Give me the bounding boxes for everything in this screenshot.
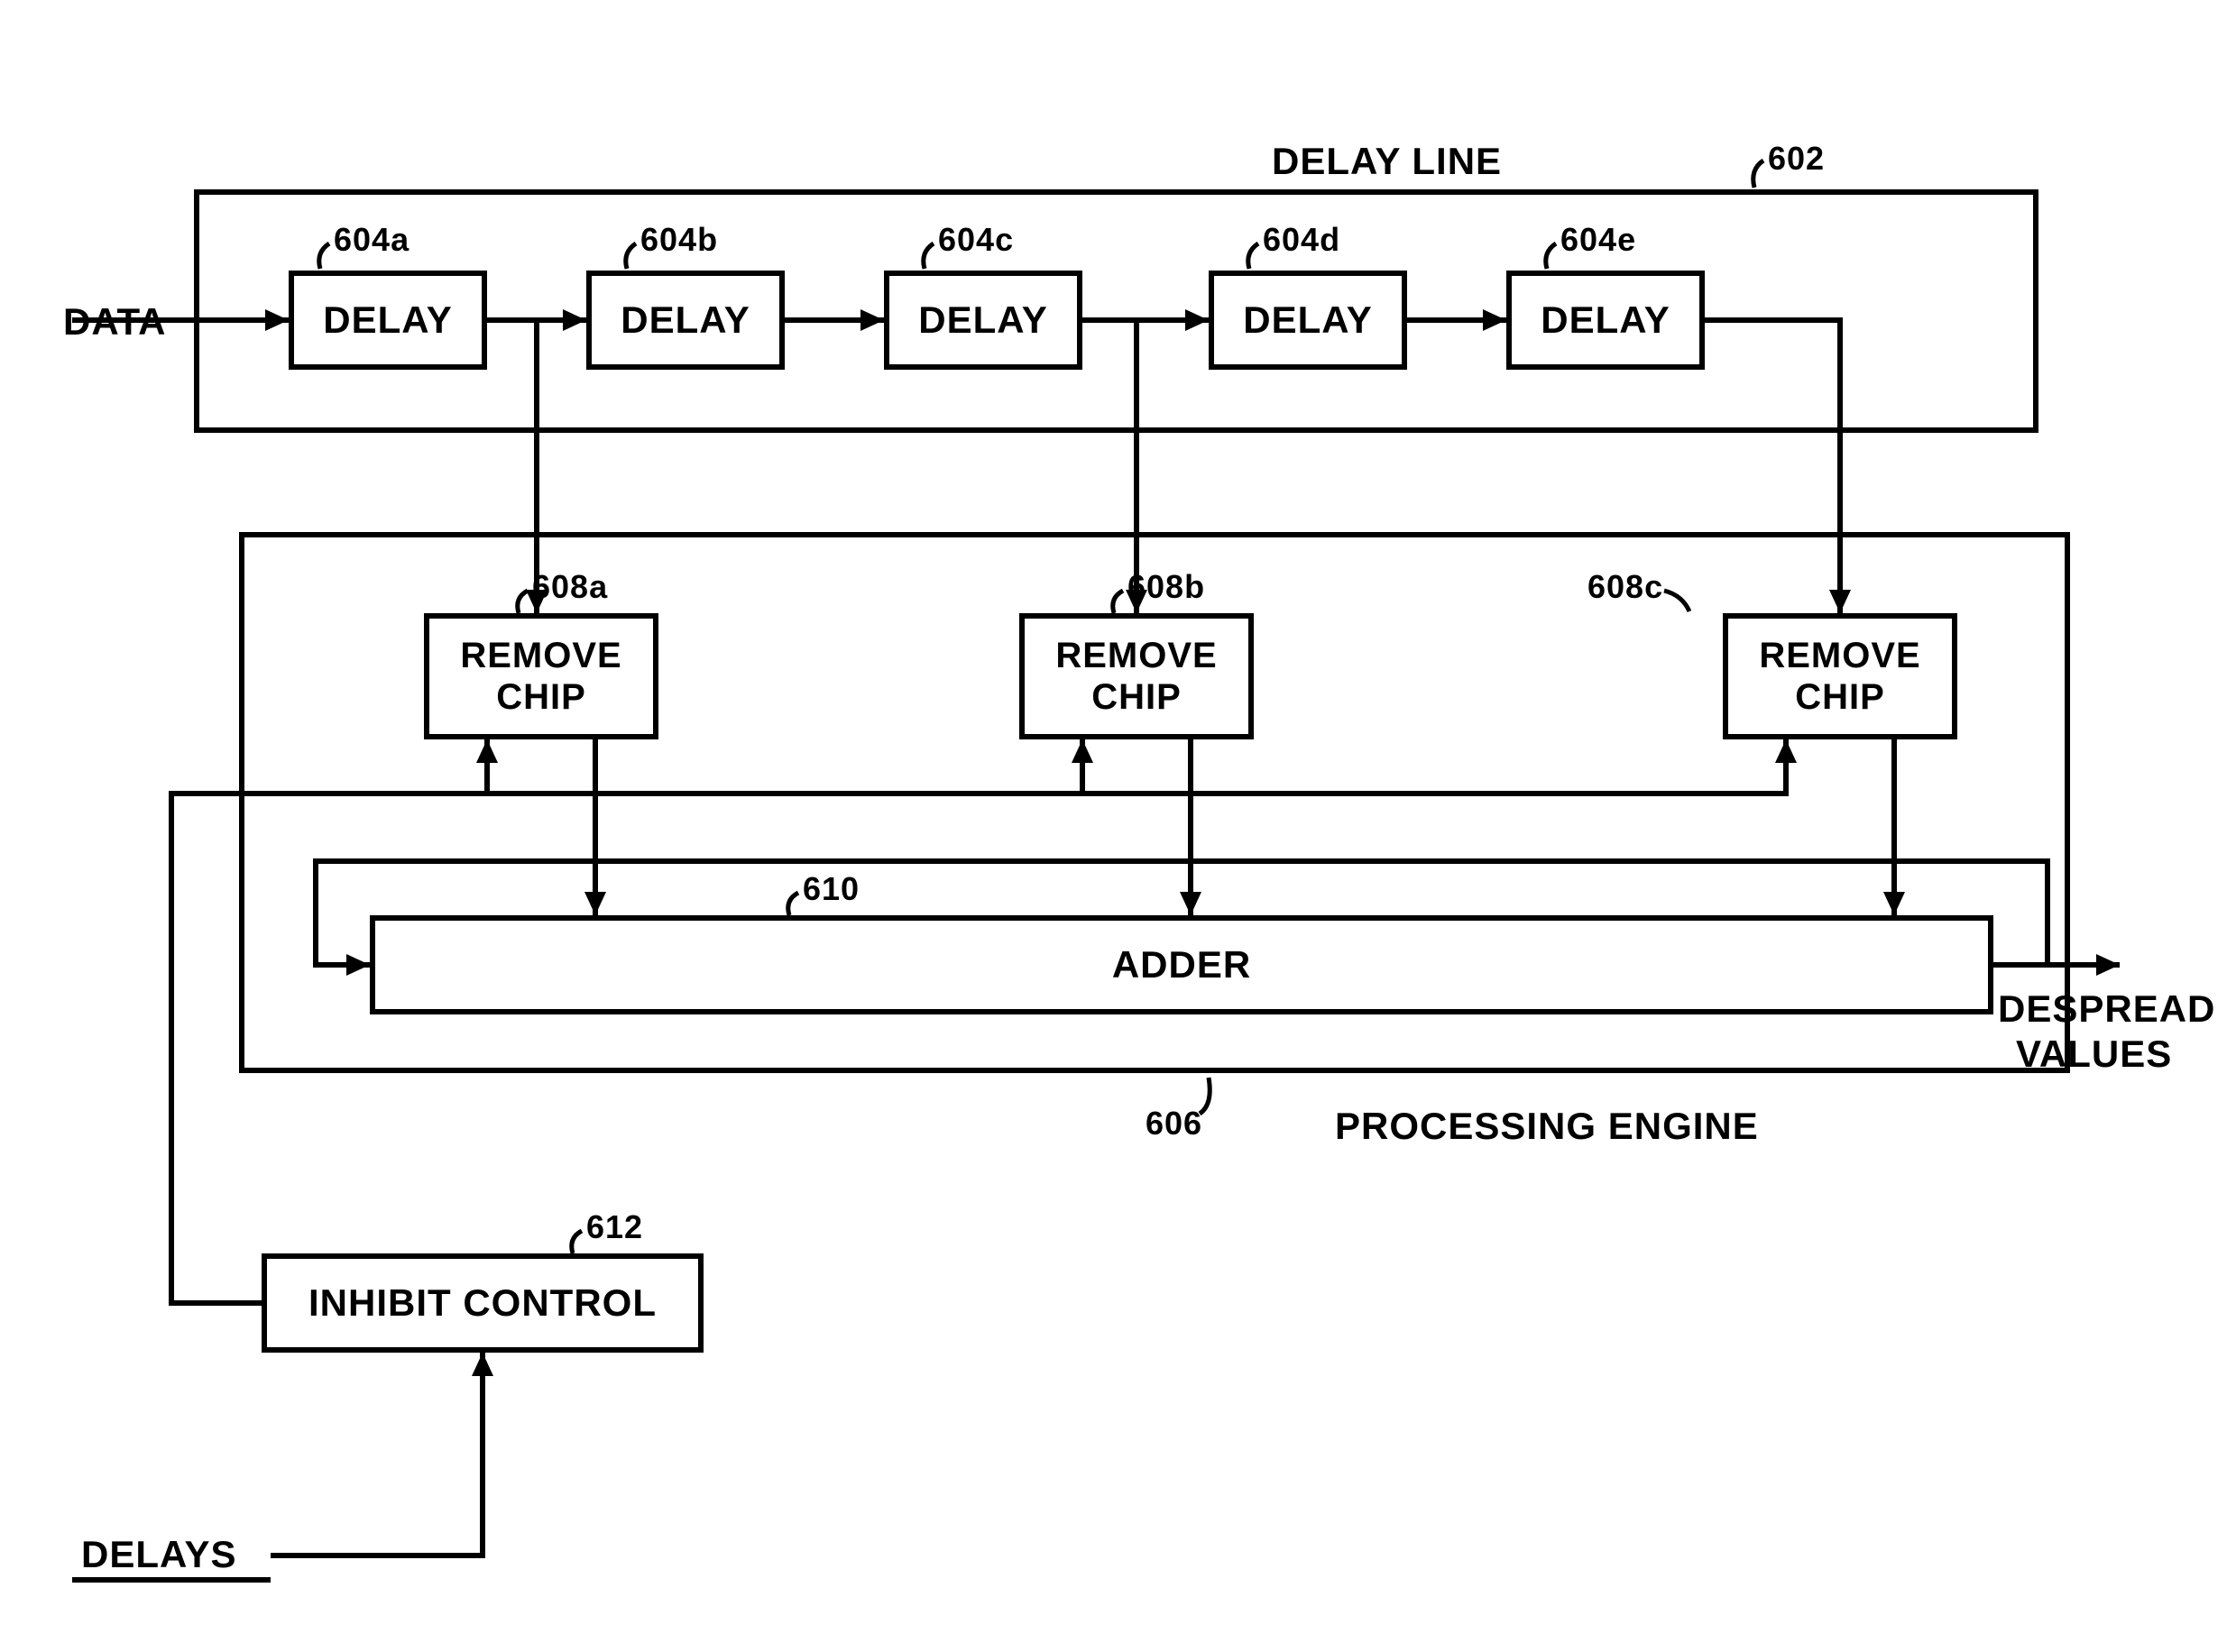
ref-hook-612 bbox=[572, 1231, 582, 1253]
remove-a: REMOVE CHIP bbox=[424, 613, 658, 739]
adder: ADDER bbox=[370, 915, 1993, 1014]
data-label: DATA bbox=[63, 300, 166, 344]
delay-c: DELAY bbox=[884, 271, 1082, 370]
delay-a-ref: 604a bbox=[334, 221, 410, 259]
delay-e-ref: 604e bbox=[1560, 221, 1636, 259]
delay-d-ref: 604d bbox=[1263, 221, 1340, 259]
remove-a-ref: 608a bbox=[532, 568, 608, 606]
inhibit: INHIBIT CONTROL bbox=[262, 1253, 704, 1353]
processing-engine-container-ref: 606 bbox=[1146, 1105, 1202, 1143]
remove-c-ref: 608c bbox=[1587, 568, 1663, 606]
despread-l1: DESPREAD bbox=[1998, 987, 2215, 1031]
delay-a: DELAY bbox=[289, 271, 487, 370]
remove-b: REMOVE CHIP bbox=[1019, 613, 1254, 739]
delays-label: DELAYS bbox=[81, 1533, 237, 1576]
diagram-canvas: DELAY LINE 602 PROCESSING ENGINE 606 DELAY 60… bbox=[0, 0, 2227, 1652]
despread-l2: VALUES bbox=[2016, 1032, 2172, 1076]
delay-b: DELAY bbox=[586, 271, 785, 370]
inhibit-ref: 612 bbox=[586, 1208, 643, 1246]
delay-c-ref: 604c bbox=[938, 221, 1014, 259]
delay-b-ref: 604b bbox=[640, 221, 718, 259]
remove-b-ref: 608b bbox=[1127, 568, 1205, 606]
remove-c: REMOVE CHIP bbox=[1723, 613, 1957, 739]
delay-line-container-ref: 602 bbox=[1768, 140, 1825, 178]
arrowhead bbox=[2096, 954, 2120, 976]
processing-engine-container-label: PROCESSING ENGINE bbox=[1335, 1105, 1759, 1148]
adder-ref: 610 bbox=[803, 870, 860, 908]
delay-d: DELAY bbox=[1209, 271, 1407, 370]
ref-hook-602 bbox=[1753, 161, 1763, 188]
arrowhead bbox=[472, 1353, 493, 1376]
delay-line-container-label: DELAY LINE bbox=[1272, 140, 1502, 183]
delay-e: DELAY bbox=[1506, 271, 1705, 370]
e-delays-in bbox=[271, 1353, 483, 1556]
